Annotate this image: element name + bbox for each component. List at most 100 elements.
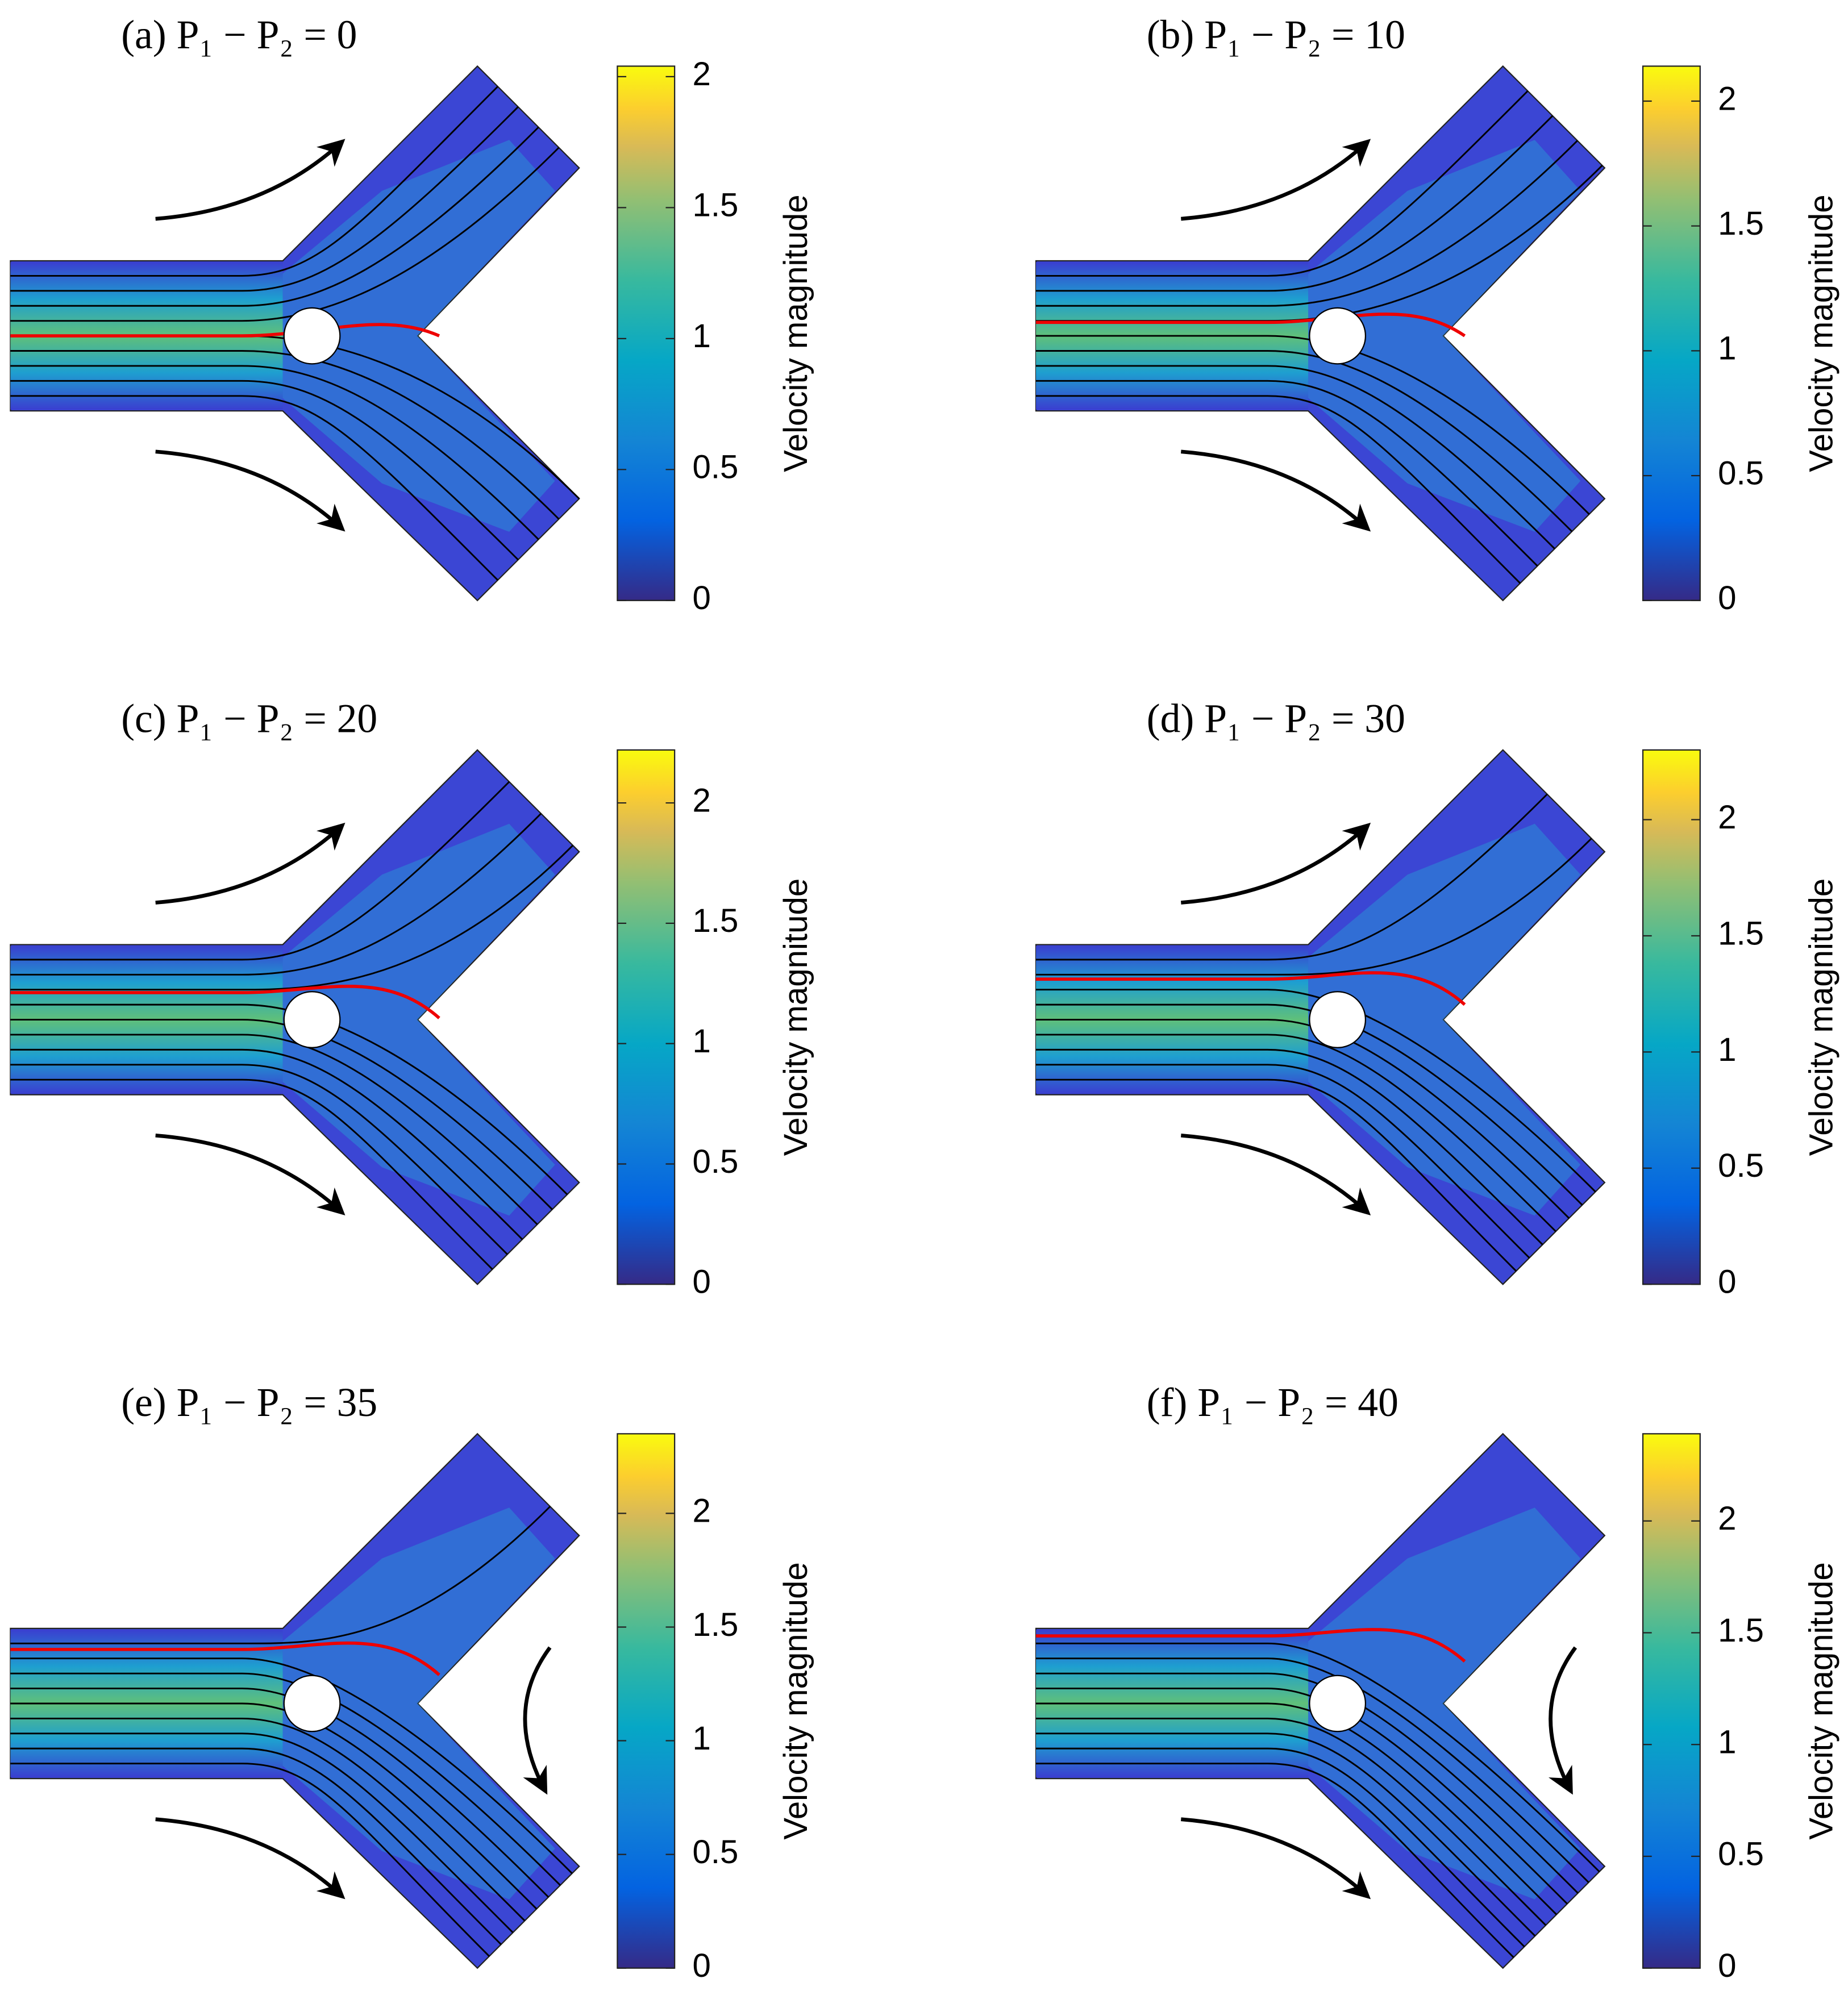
colorbar-tick-label: 1.5 [1718, 1612, 1764, 1649]
colorbar-tick-label: 0 [693, 1947, 711, 1984]
streamline [10, 813, 542, 976]
colorbar-tick-label: 0.5 [1718, 455, 1764, 491]
streamline [1036, 1048, 1543, 1246]
streamline [10, 126, 539, 307]
flow-arrow [1181, 449, 1371, 532]
streamline [1036, 350, 1573, 532]
colorbar-tick-label: 1.5 [1718, 915, 1764, 952]
streamline [1036, 365, 1555, 549]
colorbar [617, 1433, 676, 1969]
colorbar [1642, 1433, 1701, 1969]
branch-flow [282, 140, 555, 532]
panel-title: (c) P₁ − P₂ = 20 [121, 697, 377, 742]
panel-title: (a) P₁ − P₂ = 0 [121, 13, 357, 57]
streamline [1036, 140, 1578, 307]
streamline [10, 1048, 523, 1240]
separatrix [10, 1641, 440, 1676]
flow-arrow [1548, 1646, 1578, 1795]
colorbar-label: Velocity magnitude [1803, 878, 1840, 1156]
separatrix [1036, 313, 1466, 338]
streamline [1036, 1642, 1600, 1873]
branch-flow [282, 1507, 555, 1900]
colorbar-tick-label: 1 [693, 1023, 711, 1060]
panel: (b) P₁ − P₂ = 10 0 0.5 1 1.5 2 Velocity magnit… [1035, 13, 1840, 617]
colorbar-label: Velocity magnitude [1803, 194, 1840, 472]
flow-arrow [155, 139, 346, 221]
cylinder [283, 307, 341, 365]
cylinder [1309, 1675, 1367, 1732]
streamline [1036, 1702, 1558, 1915]
colorbar-tick-label: 1.5 [1718, 205, 1764, 242]
colorbar [617, 749, 676, 1285]
colorbar-tick-label: 0.5 [693, 1143, 739, 1180]
flow-arrow [1181, 1817, 1371, 1900]
streamline [10, 1506, 551, 1644]
panel: (c) P₁ − P₂ = 20 0 0.5 1 1.5 2 Velocity magnit… [10, 697, 814, 1301]
panel-title: (d) P₁ − P₂ = 30 [1147, 697, 1405, 742]
streamline [10, 1763, 490, 1957]
cylinder [283, 991, 341, 1048]
colorbar-tick-label: 2 [693, 56, 711, 93]
streamline [10, 1702, 538, 1910]
streamline [1036, 1034, 1556, 1232]
streamline [10, 335, 580, 499]
cylinder [1309, 991, 1367, 1048]
flow-arrow [155, 449, 346, 532]
colorbar-tick-label: 1 [1718, 330, 1736, 367]
colorbar-tick-label: 1 [693, 318, 711, 355]
streamline [1036, 793, 1548, 961]
colorbar-label: Velocity magnitude [1803, 1562, 1840, 1840]
colorbar-tick-label: 0 [693, 1264, 711, 1301]
streamline [1036, 1003, 1583, 1206]
colorbar-label: Velocity magnitude [777, 878, 814, 1156]
streamline [10, 365, 539, 540]
streamline [1036, 1732, 1536, 1937]
separatrix [10, 984, 440, 1019]
panel-title: (b) P₁ − P₂ = 10 [1147, 13, 1405, 57]
streamline [1036, 1688, 1568, 1905]
streamline [10, 1064, 508, 1255]
streamline [10, 1034, 538, 1225]
panel: (a) P₁ − P₂ = 0 0 0.5 1 1.5 2 Velocity magnitu… [10, 13, 814, 617]
streamline [1036, 1657, 1589, 1883]
streamline [10, 1732, 514, 1934]
colorbar-tick-label: 1.5 [693, 1606, 739, 1643]
separatrix [1036, 1628, 1466, 1663]
colorbar-tick-label: 0.5 [1718, 1835, 1764, 1872]
streamline [1036, 989, 1596, 1193]
cylinder [1309, 307, 1367, 365]
streamline [10, 1672, 561, 1886]
colorbar [1642, 65, 1701, 601]
colorbar-tick-label: 1.5 [693, 902, 739, 939]
streamline [10, 1688, 550, 1898]
colorbar-tick-label: 2 [1718, 80, 1736, 117]
colorbar-tick-label: 0.5 [693, 449, 739, 486]
colorbar-tick-label: 2 [693, 1493, 711, 1530]
streamline [1036, 1064, 1530, 1259]
colorbar-tick-label: 1 [1718, 1031, 1736, 1068]
streamline [1036, 90, 1529, 277]
colorbar [617, 65, 676, 601]
flow-arrow [155, 1817, 346, 1900]
panel: (d) P₁ − P₂ = 30 0 0.5 1 1.5 2 Velocity magnit… [1035, 697, 1840, 1301]
colorbar-tick-label: 2 [1718, 1500, 1736, 1537]
streamline [10, 781, 510, 961]
streamline [1036, 395, 1521, 584]
panel-title: (f) P₁ − P₂ = 40 [1147, 1380, 1399, 1425]
panel: (e) P₁ − P₂ = 35 0 0.5 1 1.5 2 Velocity magnit… [10, 1380, 814, 1984]
panel: (f) P₁ − P₂ = 40 0 0.5 1 1.5 2 Velocity magnit… [1035, 1380, 1840, 1984]
colorbar [1642, 749, 1701, 1285]
colorbar-tick-label: 0.5 [1718, 1147, 1764, 1184]
flow-arrow [1181, 1133, 1371, 1215]
branch-flow [282, 823, 555, 1216]
streamline [10, 1717, 526, 1922]
streamline [10, 380, 519, 561]
branch-flow [1308, 140, 1581, 532]
streamline [10, 106, 519, 292]
flow-arrow [1181, 139, 1371, 221]
colorbar-tick-label: 0 [1718, 1264, 1736, 1301]
colorbar-tick-label: 0 [1718, 1947, 1736, 1984]
colorbar-tick-label: 0.5 [693, 1834, 739, 1871]
panel-title: (e) P₁ − P₂ = 35 [121, 1380, 377, 1425]
